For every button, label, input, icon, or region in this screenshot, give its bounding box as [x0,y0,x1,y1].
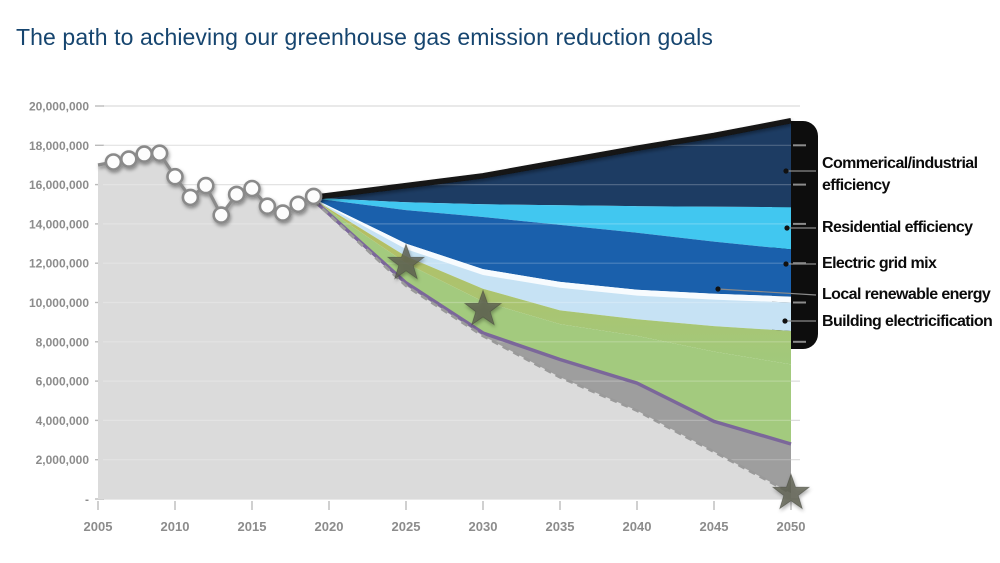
x-axis-label: 2050 [777,519,806,534]
legend-label-building-electrification: Building electricification [822,313,993,330]
y-axis-label: 20,000,000 [29,100,89,114]
x-axis-label: 2035 [546,519,575,534]
x-axis-label: 2030 [469,519,498,534]
purple-boundary-line [312,198,792,446]
target-star-2050 [771,472,811,510]
historical-marker [243,179,261,198]
y-axis-label: - [85,493,89,507]
band-building-electrification [313,198,791,331]
legend-label-local-renewable-energy: Local renewable energy [822,286,991,303]
bau-emissions-line [313,117,792,201]
x-axis-label: 2005 [84,519,113,534]
y-axis-label: 10,000,000 [29,296,89,310]
band-residential-efficiency [313,197,791,250]
legend-leader-dot [782,318,788,324]
band-transition-gradient-band [313,199,791,365]
historical-marker [227,185,246,204]
historical-marker [289,195,308,214]
historical-marker [212,206,230,224]
legend-label-residential-efficiency: Residential efficiency [822,219,973,236]
y-axis-label: 8,000,000 [36,335,90,349]
historical-marker [304,187,323,206]
historical-marker [150,144,169,162]
historical-marker [181,188,200,207]
historical-area [98,153,791,499]
page-title: The path to achieving our greenhouse gas… [16,24,713,50]
historical-marker [104,153,123,171]
historical-marker [273,204,292,222]
y-axis-label: 4,000,000 [36,414,90,428]
legend-leader-dot [784,225,790,231]
y-axis-label: 12,000,000 [29,257,89,271]
legend-leader-dot [783,168,789,174]
legend-label-electric-grid-mix: Electric grid mix [822,255,937,272]
x-axis-label: 2040 [623,519,652,534]
dashed-target-path-line [312,199,792,495]
x-axis-label: 2010 [161,519,190,534]
y-axis-label: 6,000,000 [36,375,90,389]
band-remaining-gray-band [313,200,791,494]
legend-leader-line [717,288,817,296]
historical-marker [120,150,138,168]
band-remaining-green-band [313,199,791,444]
y-axis-label: 14,000,000 [29,217,89,231]
band-electric-grid-mix [313,198,791,297]
legend-leader-dot [715,286,721,292]
legend-label-commercial-industrial-efficiency: Commerical/industrial efficiency [822,155,978,194]
x-axis-label: 2020 [315,519,344,534]
target-star-2025 [386,242,426,280]
historical-marker [135,145,153,163]
legend-leader-dot [783,261,789,267]
historical-marker [258,197,277,215]
y-axis-label: 16,000,000 [29,178,89,192]
x-axis-label: 2045 [700,519,729,534]
y-axis-label: 2,000,000 [36,453,90,467]
historical-series [97,144,323,224]
x-axis-label: 2015 [238,519,267,534]
historical-marker [166,167,184,186]
historical-marker [197,176,215,195]
x-axis-label: 2025 [392,519,421,534]
band-local-renewable-energy [313,198,791,303]
target-star-2030 [463,289,503,326]
y-axis-label: 18,000,000 [29,139,89,153]
